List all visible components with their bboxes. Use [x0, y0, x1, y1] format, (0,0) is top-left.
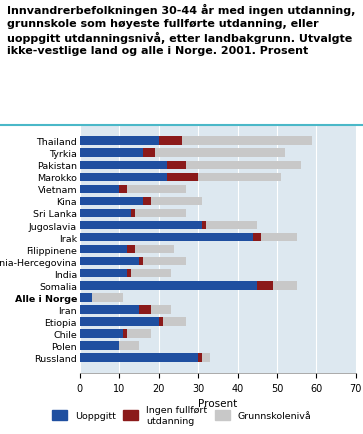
- Bar: [80, 257, 139, 266]
- Bar: [139, 306, 151, 314]
- Bar: [155, 149, 285, 158]
- Bar: [143, 149, 155, 158]
- Bar: [135, 209, 186, 218]
- Bar: [80, 173, 167, 181]
- Bar: [273, 281, 297, 290]
- Bar: [80, 293, 92, 302]
- Bar: [143, 197, 151, 206]
- Bar: [202, 221, 206, 230]
- Bar: [80, 245, 127, 254]
- Bar: [127, 245, 135, 254]
- Bar: [119, 342, 139, 350]
- Bar: [198, 354, 202, 362]
- Bar: [135, 245, 175, 254]
- Bar: [261, 233, 297, 242]
- Bar: [80, 149, 143, 158]
- Bar: [182, 137, 313, 145]
- Bar: [119, 185, 127, 194]
- Bar: [151, 306, 171, 314]
- Bar: [80, 306, 139, 314]
- Bar: [80, 354, 198, 362]
- Bar: [198, 173, 281, 181]
- Bar: [131, 270, 171, 278]
- Bar: [80, 209, 131, 218]
- Bar: [80, 161, 167, 170]
- Bar: [92, 293, 123, 302]
- X-axis label: Prosent: Prosent: [198, 398, 237, 408]
- Bar: [206, 221, 257, 230]
- Bar: [167, 173, 198, 181]
- Bar: [151, 197, 202, 206]
- Bar: [80, 185, 119, 194]
- Bar: [80, 221, 202, 230]
- Bar: [167, 161, 186, 170]
- Bar: [80, 329, 123, 338]
- Bar: [123, 329, 127, 338]
- Bar: [80, 233, 253, 242]
- Bar: [80, 281, 257, 290]
- Text: Innvandrerbefolkningen 30-44 år med ingen utdanning,
grunnskole som høyeste full: Innvandrerbefolkningen 30-44 år med inge…: [7, 4, 356, 56]
- Bar: [80, 318, 159, 326]
- Legend: Uoppgitt, Ingen fullført
utdanning, Grunnskolenivå: Uoppgitt, Ingen fullført utdanning, Grun…: [47, 401, 316, 429]
- Bar: [131, 209, 135, 218]
- Bar: [159, 318, 163, 326]
- Bar: [127, 270, 131, 278]
- Bar: [143, 257, 186, 266]
- Bar: [80, 342, 119, 350]
- Bar: [139, 257, 143, 266]
- Bar: [80, 270, 127, 278]
- Bar: [257, 281, 273, 290]
- Bar: [163, 318, 186, 326]
- Bar: [127, 185, 186, 194]
- Bar: [159, 137, 182, 145]
- Bar: [253, 233, 261, 242]
- Bar: [80, 197, 143, 206]
- Bar: [202, 354, 210, 362]
- Bar: [127, 329, 151, 338]
- Bar: [186, 161, 301, 170]
- Bar: [80, 137, 159, 145]
